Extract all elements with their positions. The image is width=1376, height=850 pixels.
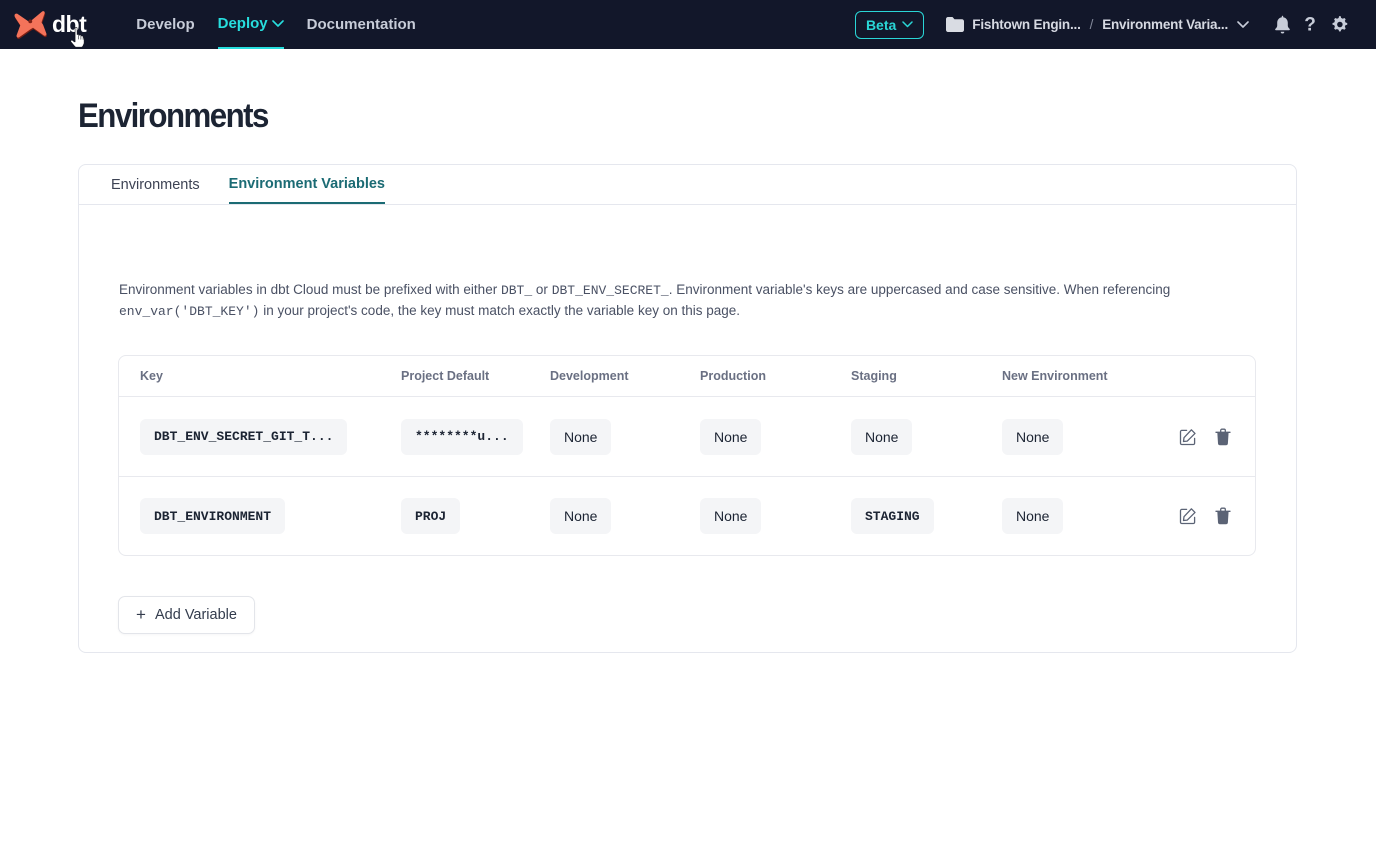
svg-text:?: ? xyxy=(1304,15,1316,34)
